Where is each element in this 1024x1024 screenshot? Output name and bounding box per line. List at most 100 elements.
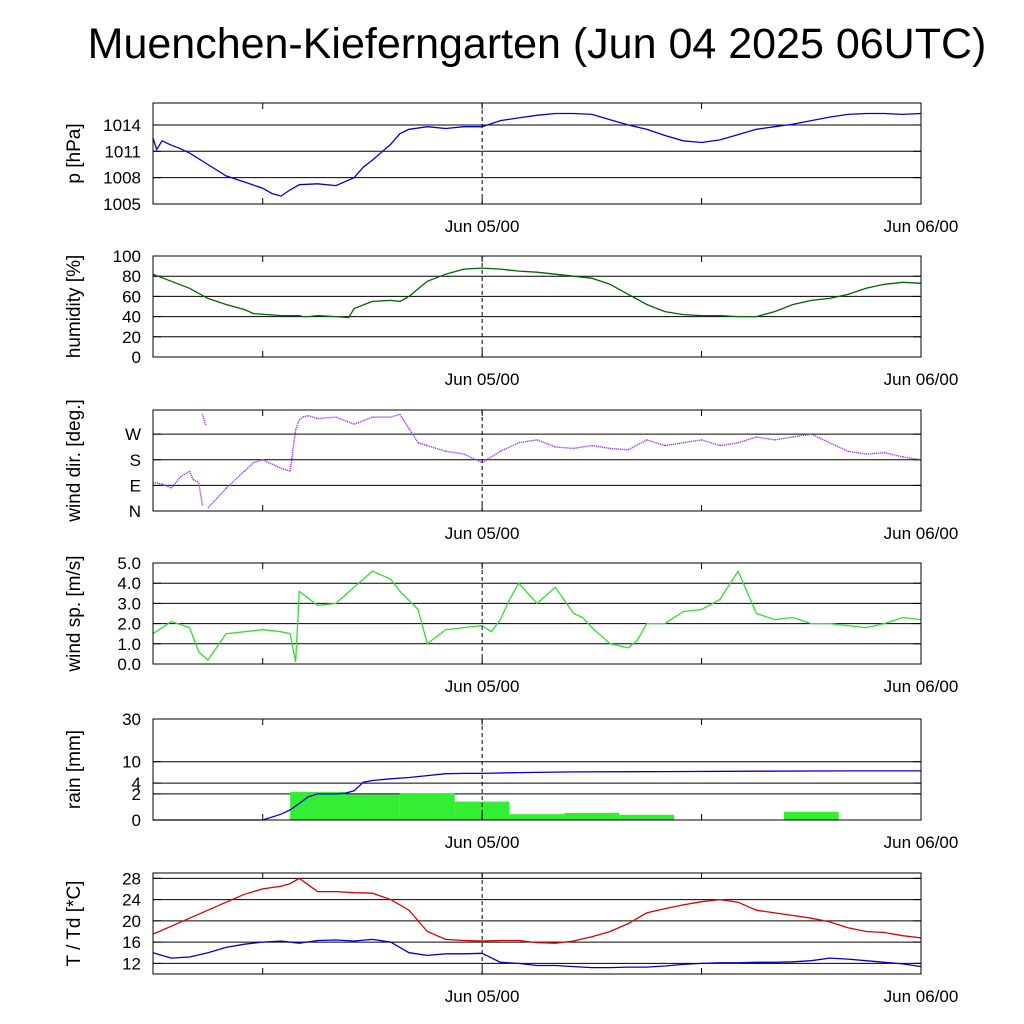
ytick-label: 1.0 [117, 635, 141, 654]
wind-dir-point [884, 451, 903, 458]
wind-dir-point [253, 459, 263, 464]
xtick-label: Jun 06/00 [884, 987, 959, 1006]
ytick-label: 1011 [104, 142, 141, 161]
wind-dir-point [308, 415, 318, 420]
ytick-label: 20 [122, 328, 141, 347]
panel-frame [152, 255, 922, 358]
wind-dir-point [555, 446, 574, 450]
ylabel: T / Td [*C] [64, 881, 85, 967]
wind-dir-point [683, 439, 702, 444]
ylabel: wind sp. [m/s] [64, 555, 85, 672]
xtick-label: Jun 06/00 [884, 217, 959, 236]
ytick-label: 0 [132, 811, 141, 830]
wind-dir-point [756, 436, 775, 441]
page-title: Muenchen-Kieferngarten (Jun 04 2025 06UT… [87, 20, 987, 68]
wind-dir-point [427, 444, 446, 452]
xtick-label: Jun 05/00 [445, 677, 520, 696]
wind-dir-point [243, 462, 255, 472]
ytick-label: N [129, 502, 141, 521]
rain-bar [564, 812, 620, 820]
ytick-label: 28 [122, 869, 141, 888]
ytick-label: 30 [122, 710, 141, 729]
rain-bar [345, 794, 400, 820]
panel-wind-speed: 0.01.02.0 3.04.05.0 Jun 05/00 Jun 06/00 wind… [64, 554, 958, 696]
wind-dir-point [152, 481, 163, 485]
ytick-label: 60 [122, 287, 141, 306]
ytick-label: 1014 [103, 116, 141, 135]
xtick-label: Jun 06/00 [884, 677, 959, 696]
wind-dir-point [536, 439, 556, 448]
ytick-label: 40 [122, 308, 141, 327]
ytick-label: 10 [122, 753, 141, 772]
xtick-label: Jun 05/00 [445, 987, 520, 1006]
ytick-label: 12 [122, 954, 141, 973]
ylabel: rain [mm] [64, 730, 85, 809]
ytick-label: 2.0 [117, 615, 141, 634]
rain-bar [619, 814, 675, 820]
panel-frame [152, 872, 922, 975]
ytick-label: 5.0 [117, 554, 141, 573]
wind-dir-point [701, 439, 721, 447]
xtick-label: Jun 06/00 [884, 833, 959, 852]
wind-dir-point [170, 476, 181, 489]
xtick-label: Jun 05/00 [445, 217, 520, 236]
wind-dir-point [664, 442, 684, 447]
panel-temperature: 12 16 20 24 28 Jun 05/00 Jun 06/00 T / Td [*C] [64, 869, 958, 1006]
ytick-label: 0 [132, 348, 141, 367]
xtick-label: Jun 06/00 [884, 524, 959, 543]
series-line-T [152, 877, 922, 944]
wind-dir-point [518, 439, 538, 444]
wind-dir-point [225, 470, 245, 489]
wind-dir-point [610, 447, 629, 451]
wind-dir-point [792, 433, 812, 438]
series-line [152, 267, 922, 319]
panel-frame [152, 102, 922, 205]
wind-dir-point [719, 442, 739, 447]
ytick-label: 2 [132, 785, 141, 804]
rain-bar [399, 793, 455, 820]
ytick-label: 80 [122, 267, 141, 286]
wind-dir-point [317, 416, 336, 420]
wind-dir-point [207, 487, 227, 509]
series-line-Td [152, 938, 922, 969]
wind-dir-point [280, 467, 291, 472]
wind-dir-point [463, 453, 483, 464]
wind-dir-point [353, 416, 373, 425]
wind-dir-point [866, 451, 885, 455]
wind-dir-point [737, 436, 757, 444]
wind-dir-point [481, 450, 501, 464]
wind-dir-point [390, 413, 401, 418]
ytick-label: W [125, 425, 141, 444]
wind-dir-point [335, 416, 355, 425]
wind-dir-point [628, 439, 648, 451]
wind-dir-point [810, 433, 830, 444]
ylabel: humidity [%] [64, 255, 85, 358]
rain-bar [783, 811, 839, 820]
wind-dir-point [192, 479, 200, 484]
ytick-label: 20 [122, 912, 141, 931]
ytick-label: 1008 [103, 169, 141, 188]
series-line [152, 112, 922, 197]
wind-dir-point [774, 436, 794, 441]
panel-frame [152, 409, 922, 512]
ytick-label: 4.0 [117, 574, 141, 593]
wind-dir-point [298, 416, 304, 421]
wind-dir-point [161, 483, 172, 489]
wind-dir-point [445, 450, 464, 455]
panel-frame [152, 562, 922, 665]
ytick-label: S [130, 451, 141, 470]
wind-dir-point [408, 428, 419, 444]
xtick-label: Jun 06/00 [884, 370, 959, 389]
wind-dir-point [847, 450, 867, 455]
ytick-label: 4 [132, 774, 141, 793]
xtick-label: Jun 05/00 [445, 370, 520, 389]
wind-dir-point [302, 415, 309, 418]
ytick-label: E [130, 476, 141, 495]
panel-rain: 0 24 10 30 Jun 05/00 Jun 06/00 rain [mm] [64, 710, 958, 852]
ytick-label: 24 [122, 891, 141, 910]
ytick-label: 3.0 [117, 594, 141, 613]
ylabel: wind dir. [deg.] [64, 399, 85, 523]
wind-dir-point [902, 456, 922, 461]
